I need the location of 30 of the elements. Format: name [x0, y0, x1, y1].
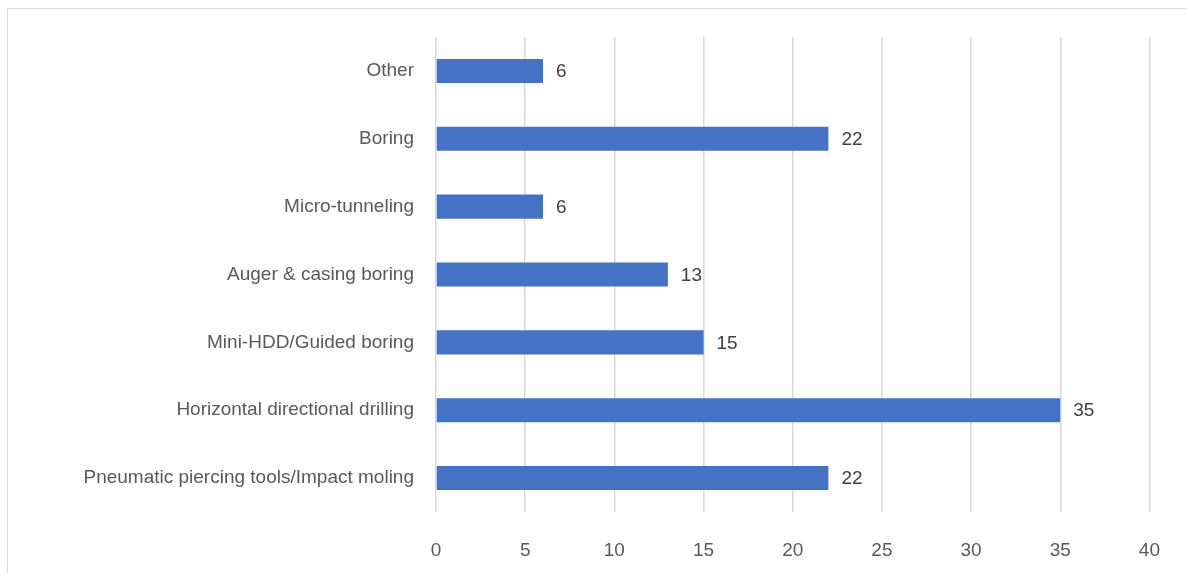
- y-tick-label: Auger & casing boring: [227, 262, 414, 284]
- x-tick-label: 25: [871, 538, 893, 560]
- x-tick-label: 10: [603, 538, 625, 560]
- x-tick-label: 40: [1138, 538, 1160, 560]
- bar: [436, 398, 1061, 423]
- bar: [436, 194, 544, 219]
- bar: [436, 330, 704, 355]
- y-tick-label: Mini-HDD/Guided boring: [207, 330, 414, 352]
- x-tick-label: 35: [1049, 538, 1071, 560]
- bar: [436, 126, 829, 151]
- x-tick-label: 20: [782, 538, 804, 560]
- x-tick-label: 5: [519, 538, 531, 560]
- bar: [436, 58, 544, 83]
- y-tick-label: Pneumatic piercing tools/Impact moling: [83, 466, 414, 488]
- data-label: 6: [556, 60, 567, 82]
- y-tick-label: Other: [366, 59, 415, 81]
- data-label: 35: [1073, 399, 1095, 421]
- y-tick-label: Horizontal directional drilling: [176, 398, 414, 420]
- bar: [436, 262, 668, 287]
- bar: [436, 466, 829, 491]
- x-tick-label: 0: [430, 538, 442, 560]
- data-label: 6: [556, 195, 567, 217]
- y-tick-label: Micro-tunneling: [284, 194, 414, 216]
- data-label: 22: [841, 467, 863, 489]
- data-label: 13: [680, 263, 703, 285]
- data-label: 15: [716, 331, 738, 353]
- data-label: 22: [841, 128, 863, 150]
- y-tick-label: Boring: [359, 127, 414, 149]
- x-tick-label: 30: [960, 538, 982, 560]
- x-tick-label: 15: [692, 538, 715, 560]
